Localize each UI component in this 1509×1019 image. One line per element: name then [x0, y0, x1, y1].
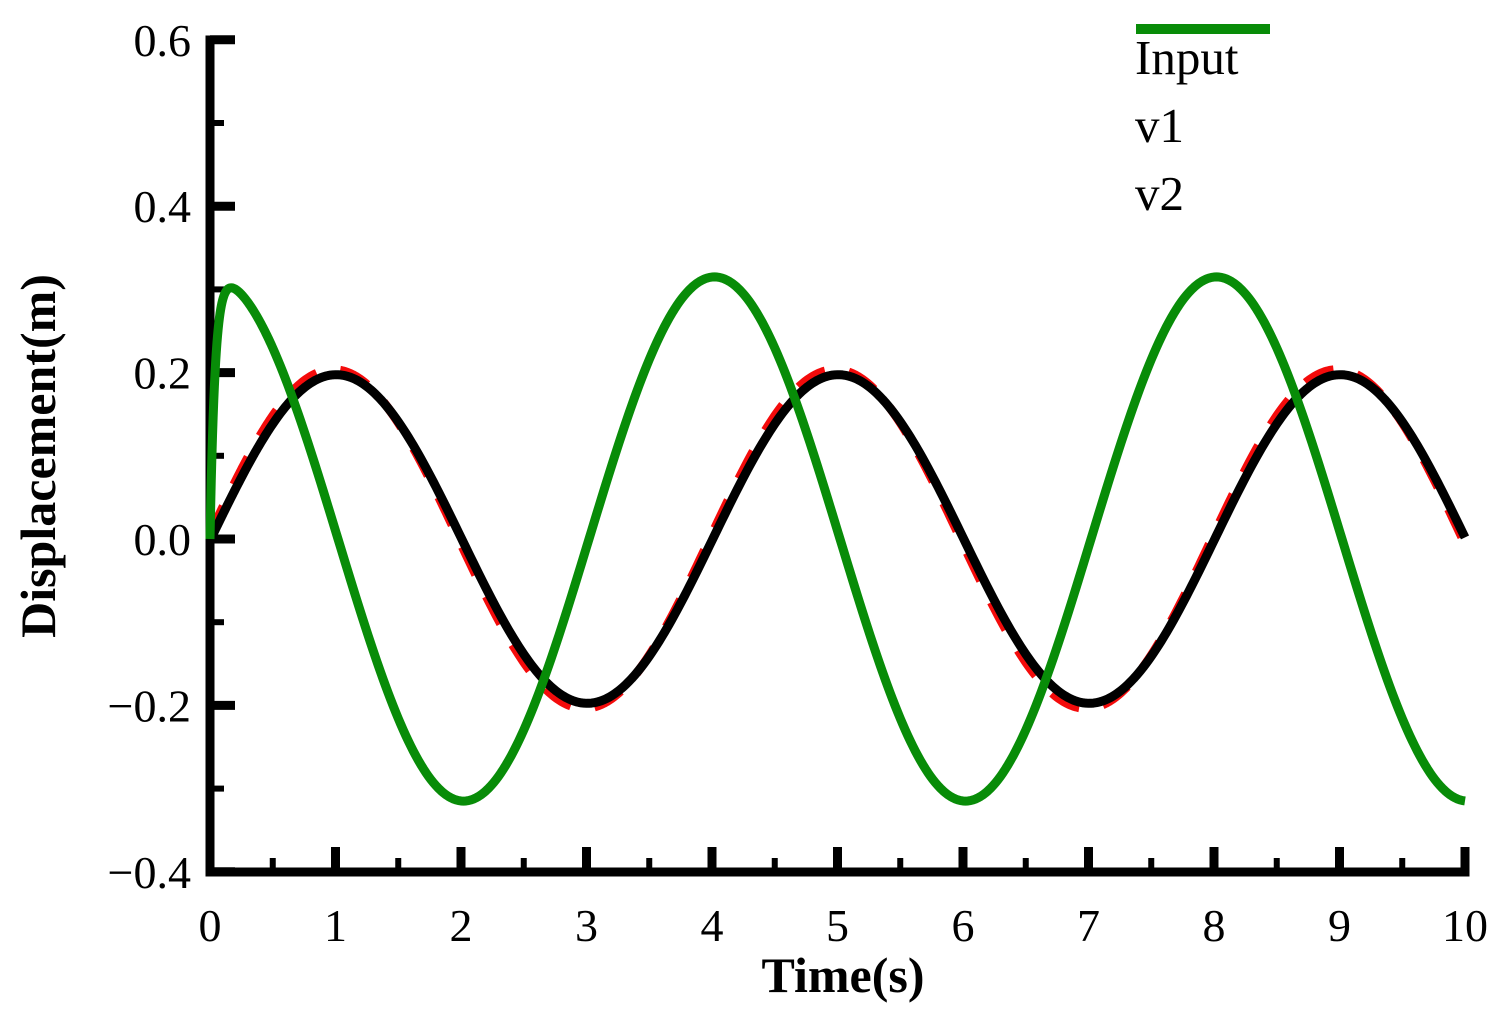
y-axis-title: Displacement(m) [10, 274, 66, 638]
x-tick-label: 0 [199, 900, 222, 951]
x-tick-label: 8 [1203, 900, 1226, 951]
x-tick-label: 2 [450, 900, 473, 951]
y-tick-label: −0.2 [108, 680, 191, 731]
v1-curve [205, 370, 1470, 708]
x-axis-title: Time(s) [761, 947, 925, 1003]
y-tick-label: 0.2 [134, 348, 192, 399]
legend: Input v1 v2 [1135, 23, 1270, 227]
legend-label-v2: v2 [1135, 165, 1184, 221]
legend-entry-v2: v2 [1135, 24, 1270, 227]
y-tick-label: 0.0 [134, 514, 192, 565]
x-tick-label: 4 [701, 900, 724, 951]
x-tick-label: 7 [1077, 900, 1100, 951]
legend-label-input: Input [1135, 29, 1239, 85]
v2-curve [205, 272, 1467, 806]
v2-solid-line-sample [1136, 24, 1270, 34]
x-tick-label: 3 [575, 900, 598, 951]
x-tick-label: 1 [324, 900, 347, 951]
y-tick-label: 0.4 [134, 181, 192, 232]
x-tick-label: 9 [1328, 900, 1351, 951]
x-tick-label: 5 [826, 900, 849, 951]
y-tick-label: 0.6 [134, 15, 192, 66]
legend-label-v1: v1 [1135, 97, 1184, 153]
x-tick-label: 6 [952, 900, 975, 951]
x-tick-label: 10 [1442, 900, 1488, 951]
y-tick-label: −0.4 [108, 847, 191, 898]
legend-entry-v1: v1 [1135, 24, 1270, 159]
